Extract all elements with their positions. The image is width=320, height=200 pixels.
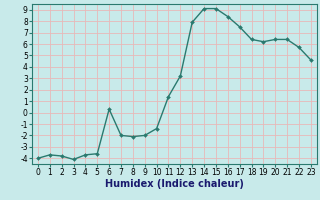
X-axis label: Humidex (Indice chaleur): Humidex (Indice chaleur) xyxy=(105,179,244,189)
